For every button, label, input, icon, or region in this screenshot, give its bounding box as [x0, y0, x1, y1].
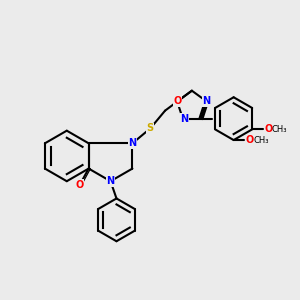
Text: CH₃: CH₃	[254, 136, 269, 145]
Text: N: N	[106, 176, 115, 186]
Text: O: O	[264, 124, 273, 134]
Text: N: N	[128, 138, 136, 148]
Text: CH₃: CH₃	[271, 125, 287, 134]
Text: O: O	[76, 180, 84, 190]
Text: O: O	[246, 135, 254, 145]
Text: N: N	[180, 114, 188, 124]
Text: S: S	[147, 124, 154, 134]
Text: N: N	[202, 96, 211, 106]
Text: O: O	[173, 96, 181, 106]
